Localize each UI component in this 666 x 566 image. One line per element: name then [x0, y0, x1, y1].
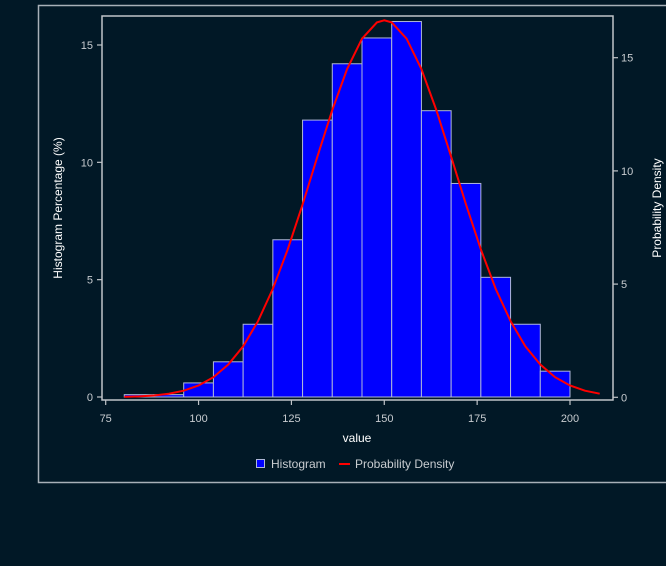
x-tick-label: 200: [561, 413, 579, 425]
y-tick-label: 0: [87, 392, 93, 404]
legend: Histogram Probability Density: [257, 457, 455, 471]
x-tick-label: 175: [468, 413, 486, 425]
histogram-bar: [362, 38, 392, 397]
histogram-bar: [481, 277, 511, 397]
x-tick-label: 100: [189, 413, 207, 425]
histogram-bar: [213, 362, 243, 397]
histogram-bar: [243, 324, 273, 397]
y-axis-label-left: Histogram Percentage (%): [51, 137, 65, 278]
x-axis: 75 100 125 150 175 200: [100, 400, 580, 425]
y-right-tick-label: 15: [621, 53, 633, 65]
x-tick-label: 75: [100, 413, 112, 425]
legend-density-label: Probability Density: [355, 457, 454, 471]
y-right-tick-label: 0: [621, 392, 627, 404]
y-right-tick-label: 5: [621, 279, 627, 291]
y-axis-left: 0 5 10 15: [81, 40, 102, 404]
y-tick-label: 10: [81, 157, 93, 169]
y-tick-label: 15: [81, 40, 93, 52]
y-axis-label-right: Probability Density: [650, 158, 664, 257]
histogram-bar: [451, 183, 481, 397]
histogram-bar: [392, 22, 422, 397]
y-tick-label: 5: [87, 275, 93, 287]
legend-histogram-label: Histogram: [271, 457, 326, 471]
histogram-bar: [332, 64, 362, 397]
histogram-bars: [124, 22, 570, 397]
y-right-tick-label: 10: [621, 166, 633, 178]
x-tick-label: 150: [375, 413, 393, 425]
y-axis-right: 0 5 10 15: [613, 53, 633, 405]
legend-histogram-swatch: [257, 460, 265, 468]
histogram-bar: [421, 111, 451, 397]
x-axis-label: value: [343, 431, 372, 445]
histogram-bar: [273, 240, 303, 397]
histogram-bar: [303, 120, 333, 397]
x-tick-label: 125: [282, 413, 300, 425]
